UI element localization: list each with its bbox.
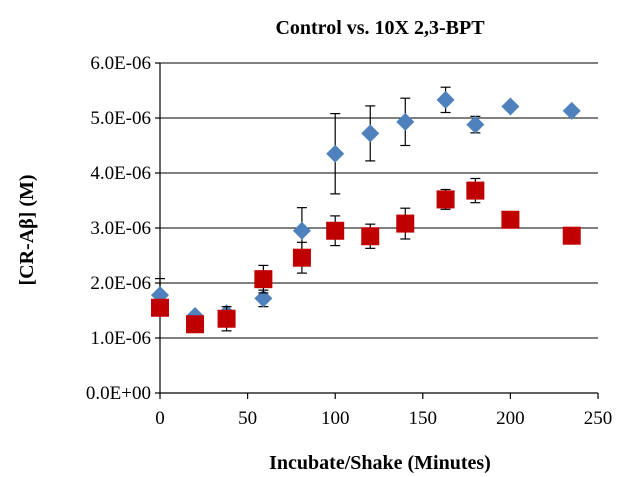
x-tick-label-2: 100	[321, 408, 350, 429]
data-point-square	[326, 221, 345, 240]
data-point-diamond	[361, 124, 380, 143]
x-tick-label-3: 150	[409, 408, 438, 429]
data-point-square	[254, 270, 273, 289]
x-tick-label-4: 200	[496, 408, 525, 429]
data-point-square	[466, 181, 485, 200]
data-point-diamond	[466, 115, 485, 134]
data-point-diamond	[396, 112, 415, 131]
y-tick-label-6: 6.0E-06	[90, 53, 151, 74]
data-point-diamond	[501, 97, 520, 116]
data-series	[151, 86, 581, 334]
x-tick-label-5: 250	[584, 408, 613, 429]
x-axis-ticks: 0 50 100 150 200 250	[155, 393, 612, 429]
y-tick-label-2: 2.0E-06	[90, 273, 151, 294]
y-tick-label-1: 1.0E-06	[90, 328, 151, 349]
data-point-diamond	[562, 101, 581, 120]
y-axis-label: [CR-Aβ] (M)	[16, 174, 38, 285]
x-tick-label-1: 50	[238, 408, 257, 429]
series-2	[151, 177, 581, 334]
y-axis-ticks: 0.0E+00 1.0E-06 2.0E-06 3.0E-06 4.0E-06 5.0E-…	[86, 53, 160, 404]
data-point-diamond	[254, 289, 273, 308]
data-point-square	[396, 214, 415, 233]
x-tick-label-0: 0	[155, 408, 165, 429]
data-point-square	[501, 210, 520, 229]
data-point-square	[292, 248, 311, 267]
data-point-square	[562, 226, 581, 245]
data-point-square	[361, 227, 380, 246]
data-point-square	[436, 190, 455, 209]
data-point-diamond	[292, 221, 311, 240]
chart-title: Control vs. 10X 2,3-BPT	[275, 17, 485, 39]
data-point-square	[186, 315, 205, 334]
x-axis-label: Incubate/Shake (Minutes)	[269, 452, 491, 474]
y-tick-label-4: 4.0E-06	[90, 163, 151, 184]
grid-lines	[160, 62, 598, 339]
y-tick-label-5: 5.0E-06	[90, 108, 151, 129]
y-tick-label-3: 3.0E-06	[90, 218, 151, 239]
data-point-diamond	[326, 144, 345, 163]
y-tick-label-0: 0.0E+00	[86, 383, 151, 404]
data-point-square	[151, 298, 169, 317]
series-1	[151, 86, 581, 325]
data-point-square	[217, 309, 236, 328]
data-point-diamond	[436, 90, 455, 109]
